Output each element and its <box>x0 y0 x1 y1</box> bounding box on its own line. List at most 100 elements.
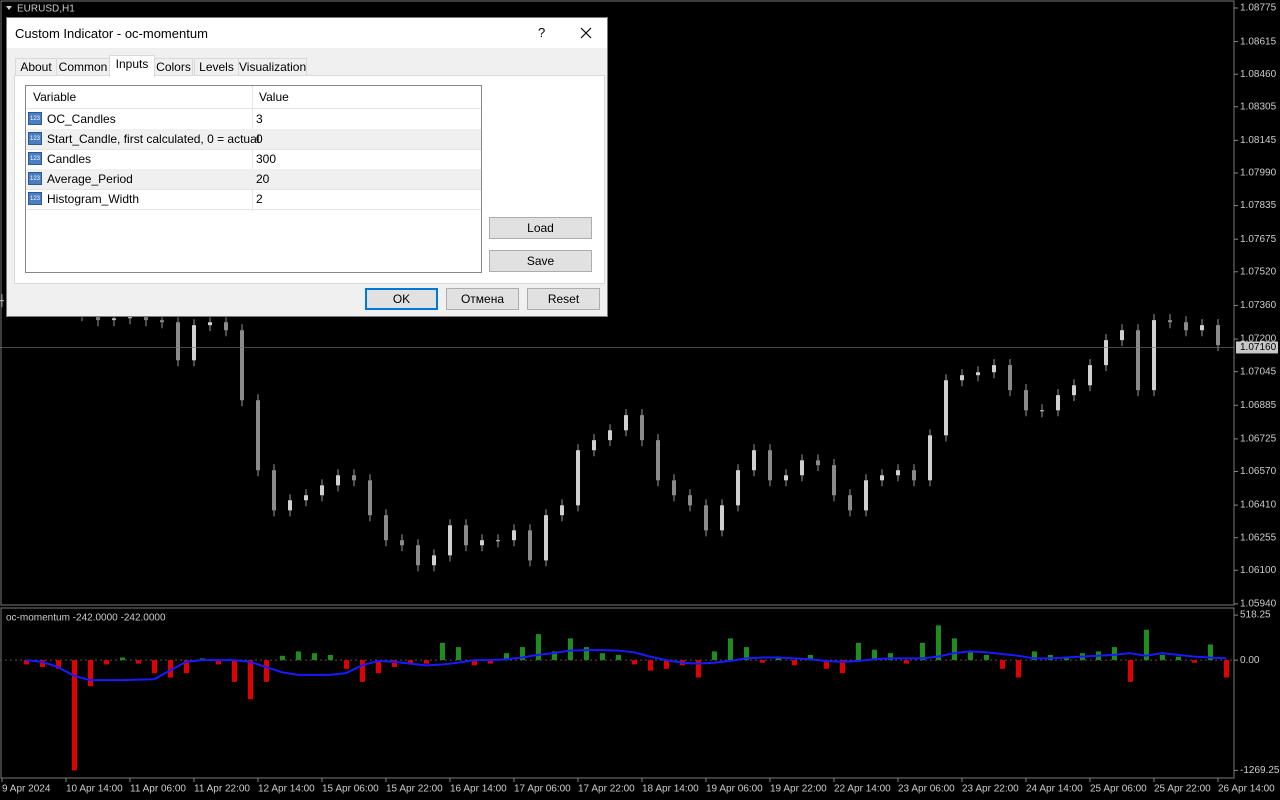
histogram-bar <box>872 649 877 661</box>
candle <box>0 300 4 302</box>
histogram-bar <box>1160 654 1165 661</box>
candle <box>832 465 836 496</box>
candle <box>592 440 596 451</box>
x-tick-label: 12 Apr 14:00 <box>258 784 315 795</box>
tab[interactable]: About <box>15 58 57 76</box>
table-row[interactable]: 123 OC_Candles 3 <box>26 109 481 130</box>
histogram-bar <box>472 660 477 666</box>
candle <box>160 320 164 323</box>
variable-cell: Average_Period <box>47 172 133 186</box>
signal-line <box>25 649 1227 682</box>
histogram-bar <box>1192 660 1197 663</box>
candle <box>192 325 196 361</box>
candle <box>96 315 100 321</box>
candle <box>352 475 356 481</box>
variable-cell: Candles <box>47 152 92 166</box>
histogram-bar <box>760 660 765 663</box>
candle <box>528 530 532 561</box>
candle <box>384 515 388 541</box>
menu-arrow[interactable] <box>6 6 12 10</box>
candle <box>1072 385 1076 396</box>
y-tick-label: 1.07835 <box>1240 200 1277 211</box>
table-row[interactable]: 123 Histogram_Width 2 <box>26 189 481 210</box>
y-tick-label: 1.07360 <box>1240 300 1277 311</box>
histogram-bar <box>1016 660 1021 678</box>
y-tick-label: 1.08145 <box>1240 135 1277 146</box>
candle <box>672 480 676 496</box>
tab[interactable]: Visualization <box>238 58 307 76</box>
histogram-bar <box>888 653 893 661</box>
candle <box>1040 410 1044 412</box>
histogram-bar <box>824 660 829 669</box>
histogram-bar <box>1176 656 1181 661</box>
x-tick-label: 9 Apr 2024 <box>2 784 51 795</box>
histogram-bar <box>136 660 141 664</box>
param-icon: 123 <box>28 152 42 165</box>
candle <box>320 485 324 496</box>
histogram-bar <box>840 660 845 674</box>
histogram-bar <box>56 660 61 669</box>
candle <box>496 540 500 542</box>
tab[interactable]: Common <box>56 58 110 76</box>
y-tick-label: 518.25 <box>1240 610 1271 621</box>
candle <box>608 430 612 441</box>
x-tick-label: 17 Apr 06:00 <box>514 784 571 795</box>
histogram-bar <box>568 638 573 661</box>
histogram-bar <box>120 657 125 661</box>
value-cell: 0 <box>256 132 263 146</box>
histogram-bar <box>328 654 333 661</box>
value-cell: 2 <box>256 192 263 206</box>
x-tick-label: 16 Apr 14:00 <box>450 784 507 795</box>
ok-button[interactable]: OK <box>365 288 438 310</box>
y-tick-label: 1.07990 <box>1240 168 1277 179</box>
tab[interactable]: Inputs <box>109 55 155 77</box>
reset-button[interactable]: Reset <box>527 288 600 310</box>
cancel-button[interactable]: Отмена <box>446 288 519 310</box>
x-tick-label: 17 Apr 22:00 <box>578 784 635 795</box>
close-button[interactable] <box>579 26 593 40</box>
x-tick-label: 19 Apr 06:00 <box>706 784 763 795</box>
y-tick-label: 1.06410 <box>1240 500 1277 511</box>
table-row[interactable]: 123 Candles 300 <box>26 149 481 170</box>
save-button[interactable]: Save <box>489 250 592 272</box>
histogram-bar <box>232 660 237 682</box>
load-button[interactable]: Load <box>489 217 592 239</box>
x-tick-label: 26 Apr 14:00 <box>1218 784 1275 795</box>
candle <box>752 450 756 471</box>
column-header: Value <box>259 90 289 104</box>
y-tick-label: 1.06100 <box>1240 565 1277 576</box>
histogram-bar <box>1144 629 1149 661</box>
histogram-bar <box>168 660 173 678</box>
param-icon: 123 <box>28 192 42 205</box>
x-tick-label: 19 Apr 22:00 <box>770 784 827 795</box>
tab[interactable]: Colors <box>154 58 193 76</box>
y-tick-label: 1.08615 <box>1240 36 1277 47</box>
histogram-bar <box>936 625 941 661</box>
table-row[interactable]: 123 Average_Period 20 <box>26 169 481 190</box>
candle <box>768 450 772 481</box>
candle <box>1104 340 1108 366</box>
x-tick-label: 18 Apr 14:00 <box>642 784 699 795</box>
help-button[interactable]: ? <box>538 25 546 40</box>
column-header: Variable <box>33 90 77 104</box>
tab[interactable]: Levels <box>194 58 239 76</box>
indicator-layer: 518.25 0.00 -1269.25 9 Apr 2024 10 Apr 14:00… <box>0 610 1280 795</box>
histogram-bar <box>40 660 45 668</box>
x-tick-label: 11 Apr 06:00 <box>130 784 186 795</box>
table-row[interactable]: 123 Start_Candle, first calculated, 0 = a… <box>26 129 481 150</box>
candle <box>656 440 660 481</box>
candle <box>992 365 996 373</box>
candle <box>256 400 260 471</box>
histogram-bar <box>72 660 77 771</box>
histogram-bar <box>632 660 637 665</box>
candle <box>720 505 724 531</box>
variable-cell: Histogram_Width <box>47 192 140 206</box>
candle <box>640 415 644 441</box>
indicator-frame <box>0 607 1235 779</box>
x-tick-label: 22 Apr 14:00 <box>834 784 891 795</box>
histogram-bar <box>808 654 813 661</box>
y-tick-label: 1.07520 <box>1240 266 1277 277</box>
candle <box>736 470 740 506</box>
candle <box>368 480 372 516</box>
histogram-bar <box>536 634 541 661</box>
